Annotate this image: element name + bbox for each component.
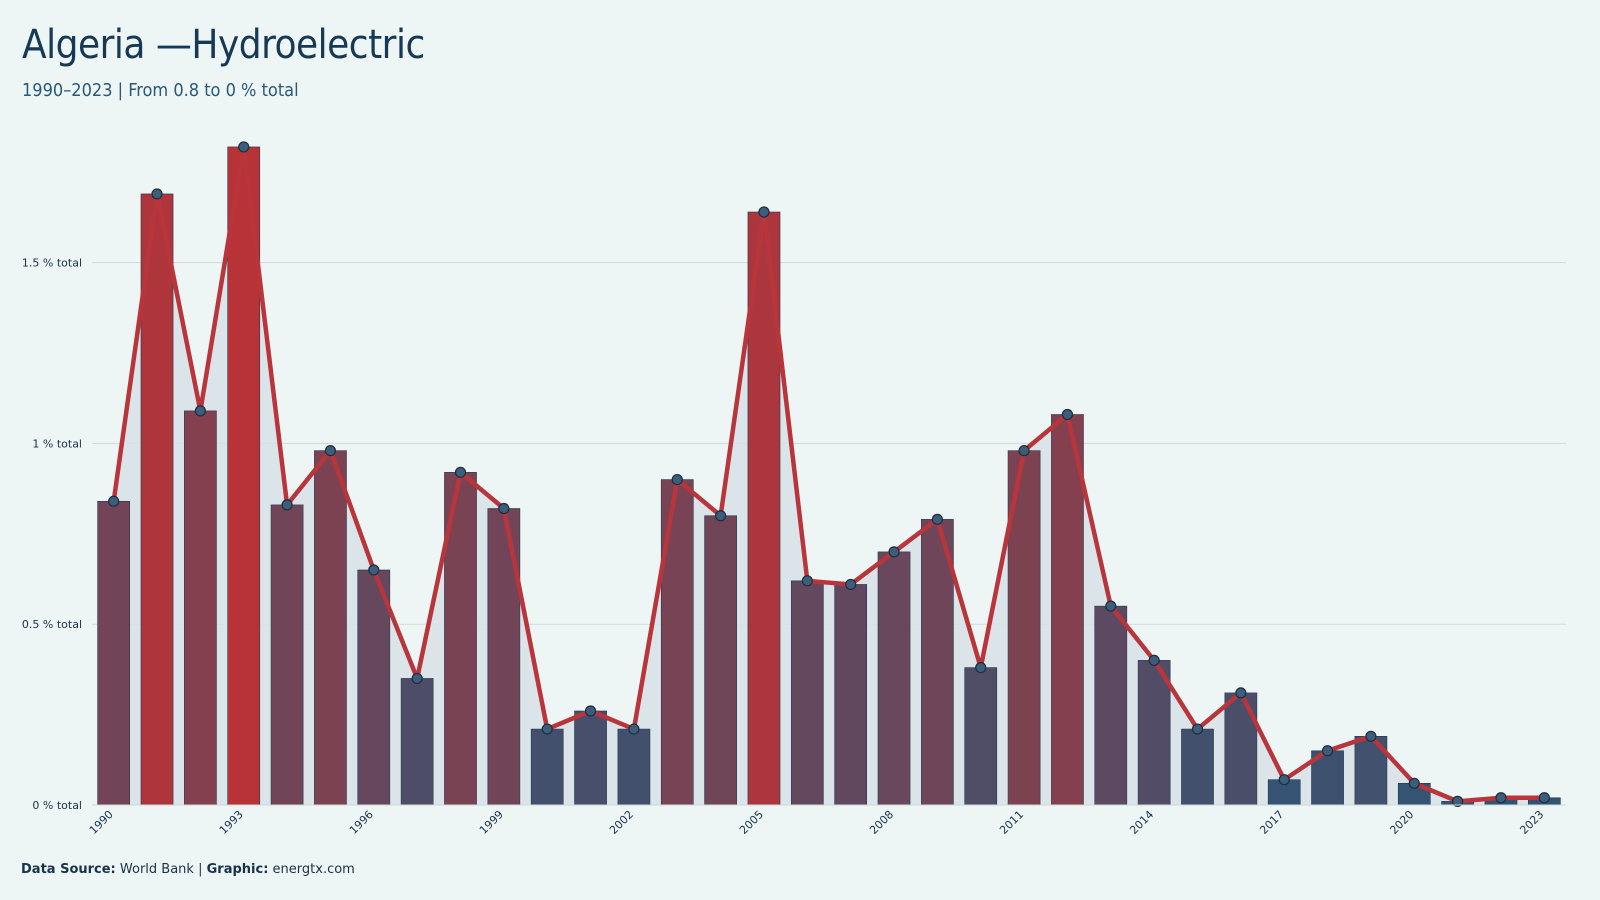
point-1999 <box>498 502 510 515</box>
point-2007 <box>845 578 857 591</box>
source-value: World Bank <box>119 862 194 877</box>
point-2017 <box>1278 774 1290 786</box>
point-2008 <box>888 546 900 558</box>
bar-2006 <box>790 580 824 806</box>
bar-2001 <box>574 710 607 806</box>
point-2020 <box>1408 777 1420 789</box>
x-tick-label: 2014 <box>1127 808 1156 837</box>
x-tick-label: 2023 <box>1517 808 1546 837</box>
source-footer: Data Source: World Bank | Graphic: energ… <box>21 862 355 877</box>
point-2022 <box>1495 792 1507 804</box>
bar-2010 <box>964 667 998 806</box>
point-2012 <box>1061 408 1074 421</box>
point-2019 <box>1365 730 1377 742</box>
point-2018 <box>1321 745 1334 757</box>
bar-1994 <box>270 504 304 806</box>
point-2014 <box>1148 654 1160 666</box>
bar-1997 <box>400 678 434 806</box>
x-tick-label: 2017 <box>1257 808 1286 837</box>
bar-2004 <box>704 515 737 806</box>
point-2015 <box>1191 723 1204 735</box>
series-line <box>111 144 1547 804</box>
bar-2008 <box>877 551 911 806</box>
point-2005 <box>758 206 770 218</box>
x-tick-label: 2002 <box>607 808 636 837</box>
point-2009 <box>931 513 943 525</box>
graphic-value: energtx.com <box>272 862 355 877</box>
point-2002 <box>628 723 640 735</box>
point-1996 <box>368 564 380 576</box>
point-2004 <box>715 510 727 522</box>
point-2021 <box>1452 795 1464 807</box>
point-1998 <box>454 466 467 478</box>
point-2011 <box>1018 445 1030 457</box>
y-tick-label: 0.5 % total <box>22 618 82 631</box>
y-tick-label: 1.5 % total <box>22 257 82 270</box>
footer-separator: | <box>198 862 203 877</box>
point-1992 <box>194 405 206 417</box>
point-1995 <box>324 445 337 457</box>
x-tick-label: 2008 <box>867 808 896 837</box>
bar-2016 <box>1224 692 1258 806</box>
x-tick-label: 1990 <box>87 808 116 837</box>
x-tick-label: 1993 <box>217 808 246 837</box>
point-2003 <box>671 473 683 486</box>
bar-2007 <box>834 584 868 806</box>
y-tick-label: 0 % total <box>32 799 82 812</box>
bar-1992 <box>184 410 217 806</box>
point-2001 <box>584 705 597 717</box>
x-tick-label: 2020 <box>1387 808 1416 837</box>
bar-2014 <box>1137 660 1171 806</box>
chart-title: Algeria —Hydroelectric <box>22 22 425 68</box>
point-2016 <box>1235 687 1247 699</box>
bar-2002 <box>617 728 651 806</box>
point-1990 <box>108 495 120 507</box>
x-tick-label: 2005 <box>737 808 766 837</box>
point-1993 <box>238 141 250 153</box>
bar-2013 <box>1094 605 1128 806</box>
graphic-label: Graphic: <box>206 862 269 877</box>
point-2006 <box>801 575 813 587</box>
point-1994 <box>281 499 293 511</box>
source-label: Data Source: <box>21 862 116 877</box>
bar-1990 <box>97 500 131 806</box>
point-1991 <box>151 188 163 200</box>
bar-1999 <box>487 508 521 806</box>
bar-2000 <box>530 728 564 806</box>
point-2013 <box>1105 600 1117 612</box>
point-1997 <box>411 672 423 685</box>
x-tick-label: 1996 <box>347 808 376 837</box>
point-2023 <box>1538 792 1550 804</box>
bar-1996 <box>357 569 391 806</box>
bar-1995 <box>314 450 347 806</box>
y-tick-label: 1 % total <box>32 437 82 450</box>
x-tick-label: 2011 <box>997 808 1026 837</box>
bar-2015 <box>1181 728 1214 806</box>
x-tick-label: 1999 <box>477 808 506 837</box>
bar-1991 <box>140 193 174 806</box>
chart-subtitle: 1990–2023 | From 0.8 to 0 % total <box>22 80 299 101</box>
bar-2003 <box>660 479 694 806</box>
point-2010 <box>975 661 987 674</box>
point-2000 <box>541 723 553 735</box>
